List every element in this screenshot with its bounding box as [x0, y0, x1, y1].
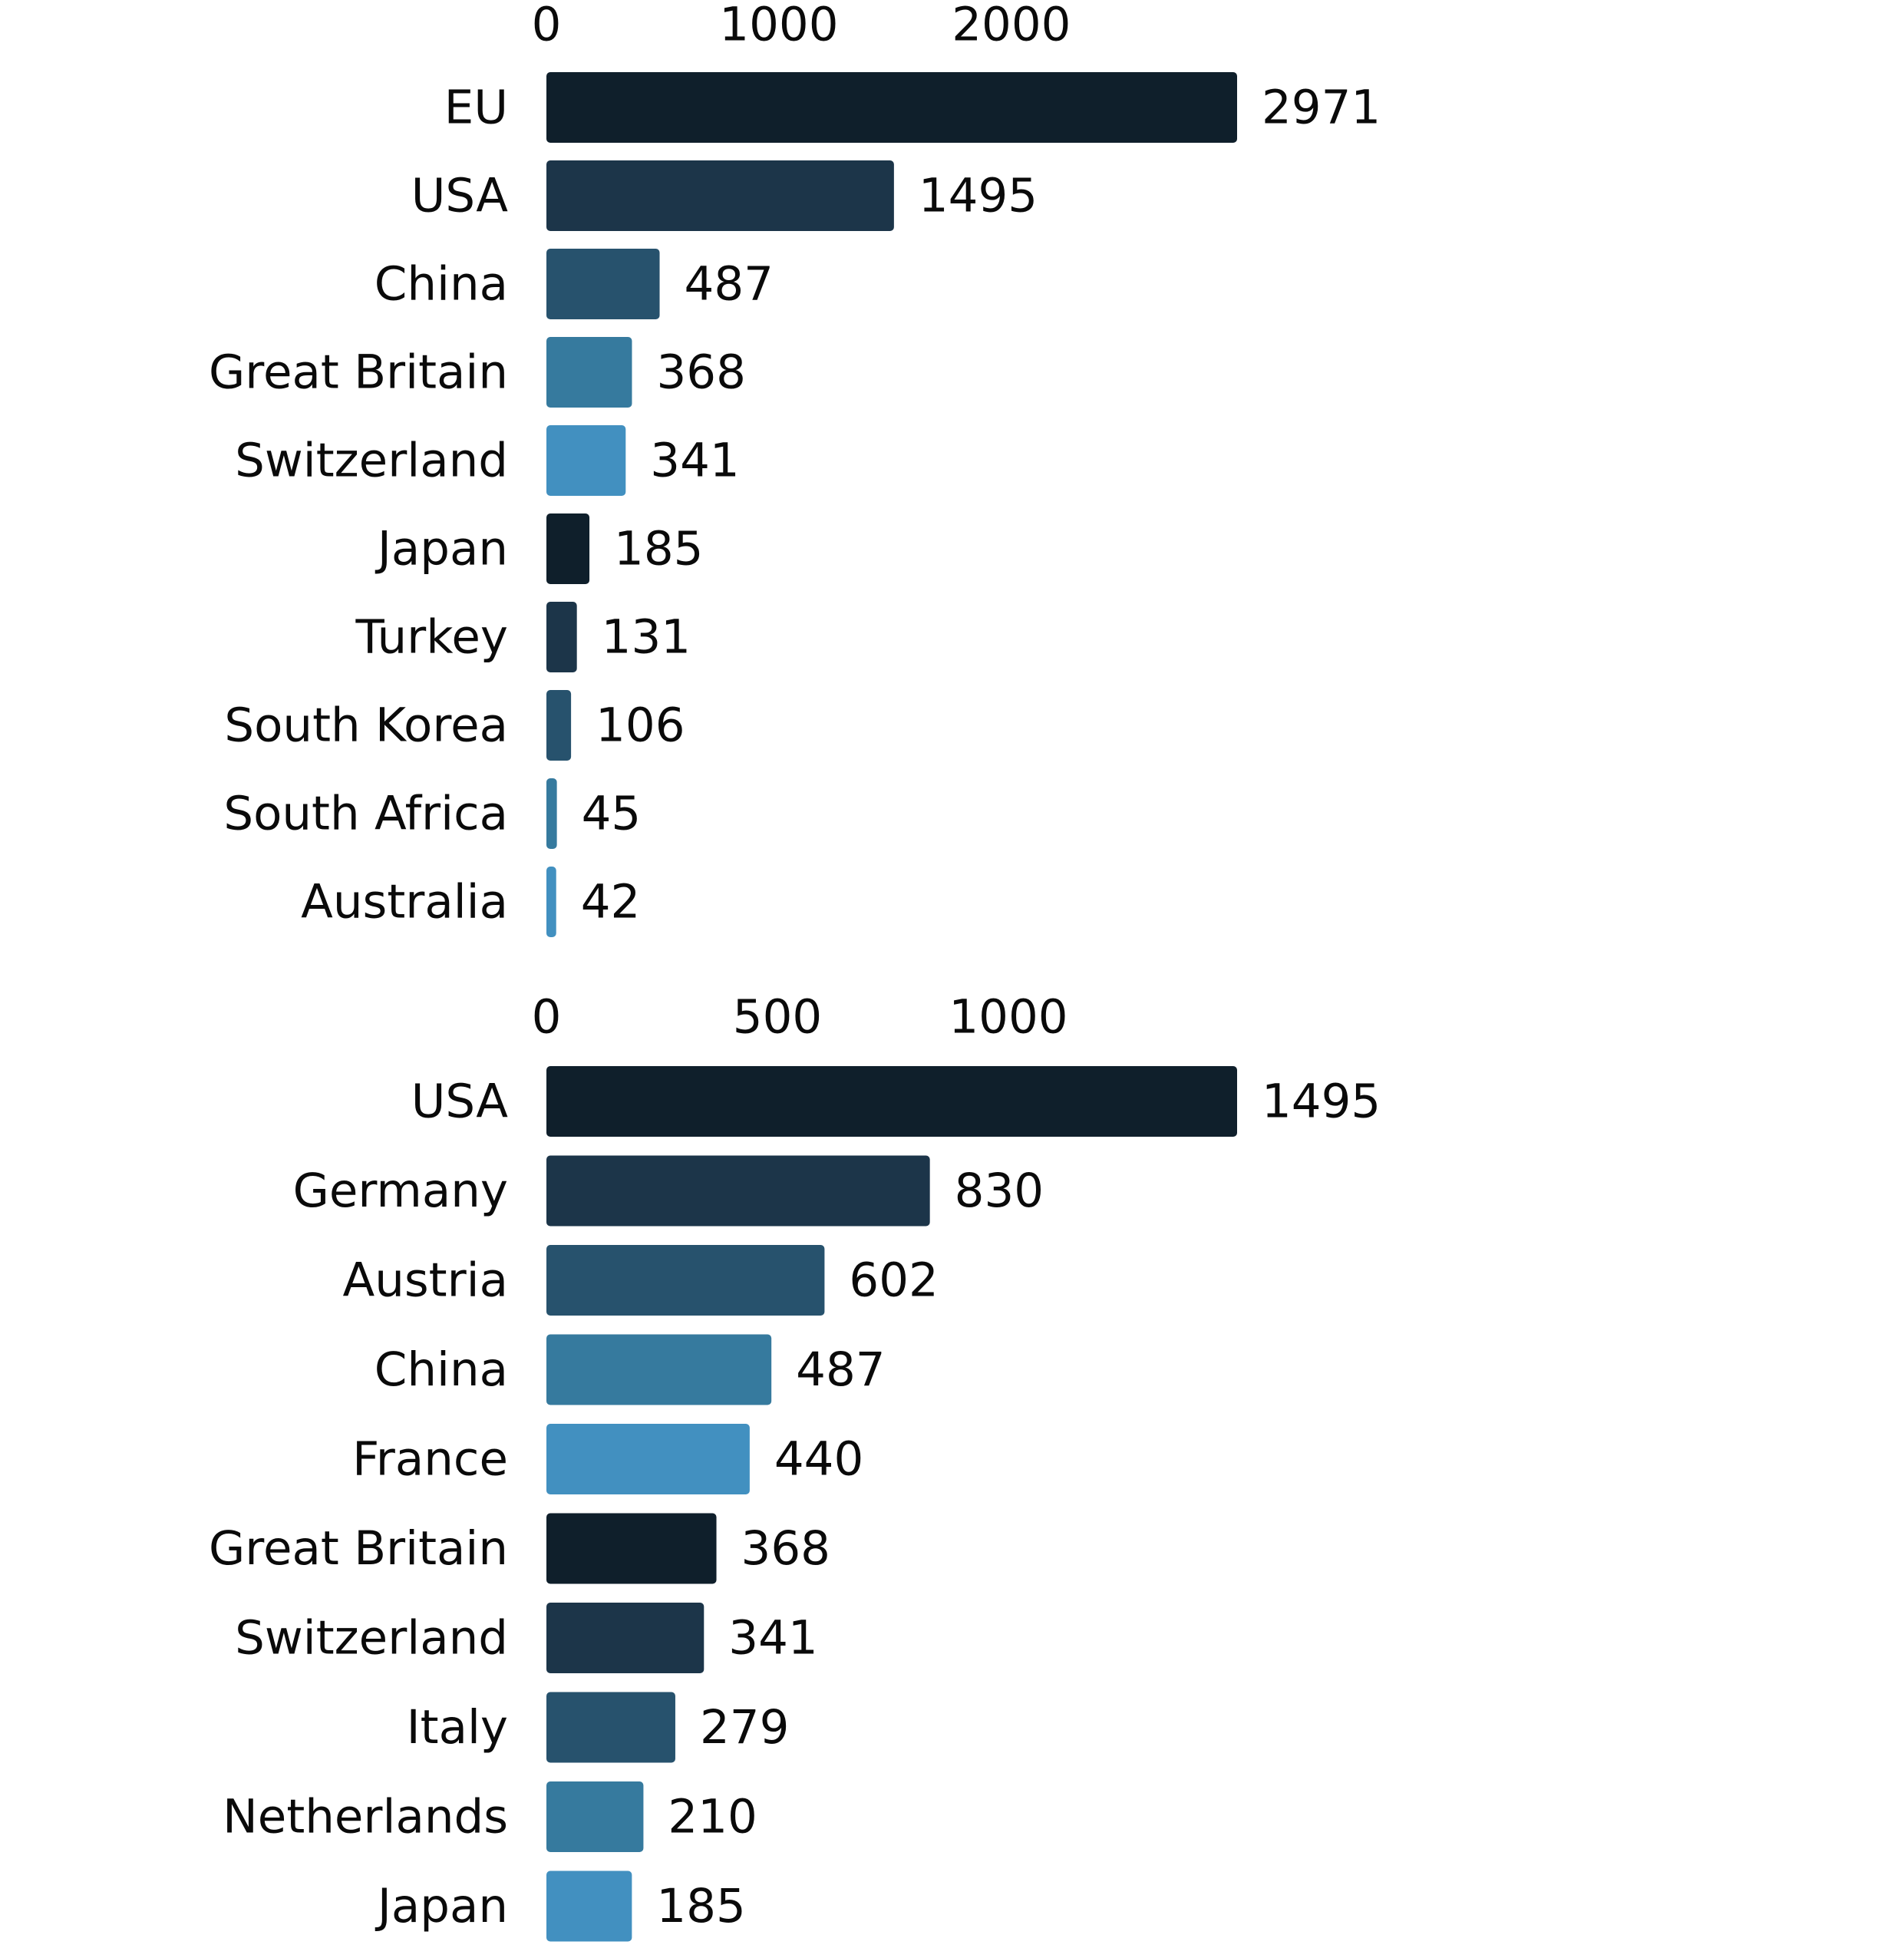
data-label: 279: [700, 1700, 789, 1755]
category-label: Japan: [375, 522, 508, 576]
data-label: 602: [849, 1253, 938, 1308]
data-label: 45: [582, 787, 642, 841]
bar: [546, 867, 556, 937]
bar: [546, 1066, 1237, 1137]
x-tick-label: 1000: [949, 990, 1067, 1045]
category-label: China: [375, 1342, 508, 1397]
bar: [546, 602, 577, 672]
x-tick-label: 0: [532, 0, 562, 52]
bar: [546, 1424, 750, 1494]
bar: [546, 337, 632, 408]
category-label: Germany: [293, 1164, 508, 1218]
data-label: 440: [774, 1432, 863, 1487]
data-label: 487: [685, 257, 774, 312]
bar: [546, 778, 557, 849]
bar: [546, 1871, 632, 1942]
data-label: 830: [955, 1164, 1044, 1218]
category-label: South Africa: [223, 787, 508, 841]
bar: [546, 1603, 705, 1673]
category-label: Netherlands: [223, 1790, 508, 1844]
data-label: 106: [596, 698, 685, 753]
category-label: Turkey: [355, 610, 508, 665]
chart-panel-1: 0 1000 2000 EU 2971 USA 1495 China 487 Great Brit…: [209, 0, 1381, 937]
category-label: South Korea: [224, 698, 508, 753]
bar: [546, 72, 1237, 143]
category-label: France: [352, 1432, 508, 1487]
bar: [546, 160, 894, 231]
data-label: 210: [668, 1790, 757, 1844]
data-label: 185: [656, 1879, 745, 1933]
bar: [546, 1334, 772, 1405]
data-label: 341: [650, 434, 739, 488]
bar: [546, 425, 626, 496]
bar: [546, 1513, 717, 1584]
data-label: 487: [796, 1342, 885, 1397]
category-label: Italy: [407, 1700, 508, 1755]
category-label: EU: [444, 81, 508, 135]
category-label: USA: [411, 1075, 509, 1129]
data-label: 341: [728, 1611, 817, 1666]
bar: [546, 249, 660, 319]
data-label: 185: [614, 522, 703, 576]
bar: [546, 1245, 825, 1316]
x-tick-label: 1000: [719, 0, 838, 52]
x-tick-label: 500: [733, 990, 822, 1045]
category-label: Great Britain: [209, 1521, 508, 1576]
data-label: 368: [656, 345, 745, 400]
data-label: 1495: [919, 169, 1038, 223]
category-label: Australia: [301, 875, 508, 929]
category-label: Austria: [343, 1253, 509, 1308]
category-label: Switzerland: [235, 1611, 508, 1666]
data-label: 1495: [1262, 1075, 1381, 1129]
category-label: China: [375, 257, 508, 312]
data-label: 368: [741, 1521, 830, 1576]
bar: [546, 690, 572, 761]
category-label: Japan: [375, 1879, 508, 1933]
x-tick-label: 0: [532, 990, 562, 1045]
bar: [546, 513, 590, 584]
bar: [546, 1781, 644, 1852]
category-label: Great Britain: [209, 345, 508, 400]
data-label: 42: [581, 875, 641, 929]
bar: [546, 1692, 675, 1763]
data-label: 131: [602, 610, 691, 665]
x-tick-label: 2000: [952, 0, 1071, 52]
data-label: 2971: [1262, 81, 1381, 135]
category-label: Switzerland: [235, 434, 508, 488]
bar: [546, 1155, 930, 1227]
category-label: USA: [411, 169, 509, 223]
chart-panel-2: 0 500 1000 USA 1495 Germany 830 Austria 602 China…: [209, 990, 1381, 1942]
